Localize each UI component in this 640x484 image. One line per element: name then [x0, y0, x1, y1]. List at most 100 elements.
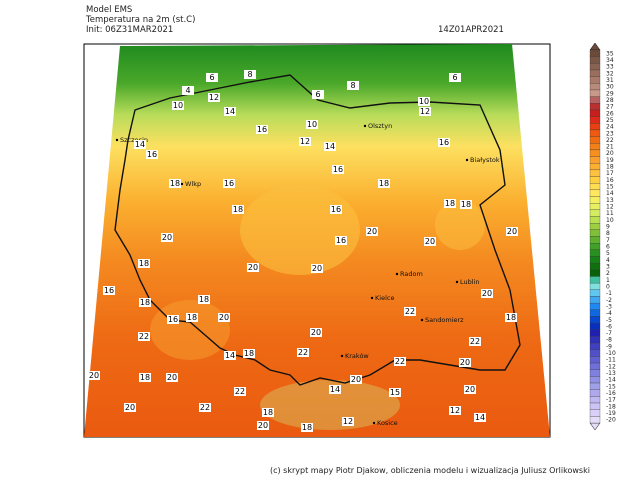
contour-label-bg — [224, 107, 236, 116]
contour-label: 18 — [140, 373, 150, 382]
contour-label: 20 — [248, 263, 258, 272]
contour-label: 22 — [235, 387, 245, 396]
colorbar-label: -18 — [606, 403, 616, 410]
contour-label-bg — [299, 137, 311, 146]
contour-label: 6 — [315, 90, 320, 99]
contour-label-bg — [169, 179, 181, 188]
contour-label: 20 — [311, 328, 321, 337]
colorbar-swatch — [589, 76, 601, 84]
colorbar-label: 25 — [606, 117, 614, 124]
colorbar-swatch — [589, 302, 601, 310]
contour-label: 8 — [350, 81, 355, 90]
colorbar-label: 13 — [606, 197, 614, 204]
contour-label-bg — [244, 70, 256, 79]
colorbar-swatch — [589, 389, 601, 397]
contour-label: 16 — [168, 315, 178, 324]
contour-label-bg — [310, 328, 322, 337]
city-name: Kraków — [345, 352, 369, 360]
colorbar-swatch — [589, 96, 601, 104]
colorbar-arrow — [589, 422, 601, 431]
contour-label: 22 — [298, 348, 308, 357]
contour-label: 22 — [395, 357, 405, 366]
colorbar-label: 2 — [606, 270, 610, 277]
contour-label-bg — [449, 73, 461, 82]
contour-label-bg — [306, 120, 318, 129]
variable: Temperatura na 2m (st.C) — [85, 15, 195, 25]
contour-label: 10 — [307, 120, 317, 129]
contour-label: 20 — [482, 289, 492, 298]
contour-label: 20 — [425, 237, 435, 246]
contour-label-bg — [124, 403, 136, 412]
contour-label: 6 — [209, 73, 214, 82]
colorbar-label: 4 — [606, 257, 610, 264]
colorbar-label: 14 — [606, 190, 614, 197]
temperature-field — [84, 44, 550, 437]
contour-label-bg — [335, 236, 347, 245]
colorbar-label: 10 — [606, 217, 614, 224]
contour-label: 15 — [390, 388, 400, 397]
contour-label-bg — [330, 205, 342, 214]
colorbar-label: 26 — [606, 110, 614, 117]
contour-label-bg — [506, 227, 518, 236]
colorbar-swatch — [589, 256, 601, 264]
colorbar-swatch — [589, 316, 601, 324]
contour-label: 16 — [331, 205, 341, 214]
contour-label-bg — [324, 142, 336, 151]
colorbar-label: 19 — [606, 157, 614, 164]
contour-label: 12 — [343, 417, 353, 426]
contour-label: 16 — [224, 179, 234, 188]
contour-label: 16 — [439, 138, 449, 147]
contour-label-bg — [167, 315, 179, 324]
colorbar-label: -5 — [606, 317, 612, 324]
colorbar-swatch — [589, 49, 601, 57]
contour-label: 12 — [300, 137, 310, 146]
contour-label: 22 — [200, 403, 210, 412]
contour-label-bg — [438, 138, 450, 147]
contour-label: 14 — [225, 351, 235, 360]
colorbar-swatch — [589, 269, 601, 277]
colorbar-label: 1 — [606, 277, 610, 284]
colorbar-label: -17 — [606, 397, 616, 404]
city-name: Radom — [400, 270, 423, 278]
contour-label-bg — [297, 348, 309, 357]
colorbar-swatch — [589, 56, 601, 64]
colorbar-label: 9 — [606, 224, 610, 231]
colorbar-swatch — [589, 349, 601, 357]
contour-label-bg — [166, 373, 178, 382]
colorbar-swatch — [589, 149, 601, 157]
colorbar-swatch — [589, 229, 601, 237]
contour-label: 14 — [325, 142, 335, 151]
contour-label-bg — [404, 307, 416, 316]
colorbar-label: 24 — [606, 124, 614, 131]
colorbar-label: 20 — [606, 150, 614, 157]
contour-label-bg — [419, 107, 431, 116]
colorbar-swatch — [589, 116, 601, 124]
contour-label-bg — [172, 101, 184, 110]
colorbar-swatch — [589, 69, 601, 77]
colorbar-swatch — [589, 63, 601, 71]
colorbar-swatch — [589, 169, 601, 177]
contour-label: 18 — [506, 313, 516, 322]
city-dot — [372, 421, 376, 425]
contour-label-bg — [311, 264, 323, 273]
colorbar-label: -9 — [606, 343, 612, 350]
contour-label-bg — [182, 86, 194, 95]
colorbar-swatch — [589, 216, 601, 224]
contour-label: 16 — [147, 150, 157, 159]
contour-label: 12 — [209, 93, 219, 102]
colorbar-label: 16 — [606, 177, 614, 184]
colorbar-label: -20 — [606, 417, 616, 424]
contour-label-bg — [198, 295, 210, 304]
contour-label: 12 — [420, 107, 430, 116]
city-dot — [180, 182, 184, 186]
colorbar-label: 17 — [606, 170, 614, 177]
contour-label-bg — [161, 233, 173, 242]
contour-label: 14 — [475, 413, 485, 422]
city-dot — [455, 280, 459, 284]
contour-label-bg — [199, 403, 211, 412]
city-dot — [363, 124, 367, 128]
colorbar-label: 8 — [606, 230, 610, 237]
contour-label-bg — [378, 179, 390, 188]
colorbar-label: -19 — [606, 410, 616, 417]
contour-label: 22 — [405, 307, 415, 316]
